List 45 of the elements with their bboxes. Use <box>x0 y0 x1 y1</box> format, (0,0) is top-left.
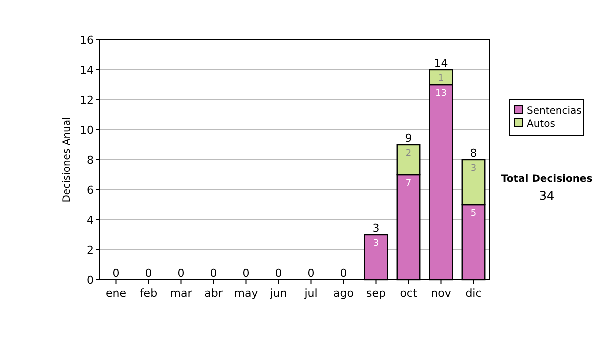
total-label: 3 <box>372 222 380 235</box>
total-label: 0 <box>178 267 185 280</box>
data-label: 13 <box>436 89 447 99</box>
total-label: 0 <box>308 267 315 280</box>
x-tick-label: dic <box>466 287 482 300</box>
y-axis-title: Decisiones Anual <box>62 117 73 203</box>
text: Total Decisiones <box>501 174 593 185</box>
y-tick-label: 6 <box>87 184 94 197</box>
x-tick-label: abr <box>204 287 224 300</box>
total-label: 0 <box>210 267 218 280</box>
data-label: 2 <box>406 149 412 159</box>
total-label: 8 <box>470 147 478 160</box>
total-label: 0 <box>145 267 152 280</box>
x-tick-label: feb <box>140 287 158 300</box>
total-label: 0 <box>242 267 250 280</box>
data-label: 3 <box>373 239 380 249</box>
y-tick-label: 0 <box>87 274 94 287</box>
y-tick-label: 14 <box>80 64 94 77</box>
x-tick-label: jun <box>269 287 288 300</box>
x-tick-label: ene <box>106 287 127 300</box>
y-tick-label: 2 <box>87 244 94 257</box>
total-label: 14 <box>434 57 448 70</box>
x-tick-label: mar <box>170 287 193 300</box>
y-tick-label: 8 <box>87 154 94 167</box>
y-tick-label: 4 <box>87 214 94 227</box>
total-label: 0 <box>275 267 282 280</box>
x-tick-label: ago <box>334 287 354 300</box>
x-tick-label: may <box>234 287 259 300</box>
x-tick-label: oct <box>400 287 418 300</box>
legend-label: Autos <box>527 119 556 130</box>
data-label: 5 <box>470 209 477 219</box>
data-label: 1 <box>438 74 444 84</box>
legend-label: Sentencias <box>527 106 582 117</box>
text: 34 <box>539 189 555 203</box>
total-label: 0 <box>112 267 120 280</box>
total-label: 9 <box>405 132 412 145</box>
y-tick-label: 12 <box>80 94 94 107</box>
x-tick-label: nov <box>431 287 452 300</box>
y-tick-label: 10 <box>80 124 94 137</box>
total-label: 0 <box>340 267 348 280</box>
x-tick-label: jul <box>304 287 318 300</box>
data-label: 7 <box>406 179 412 189</box>
x-tick-label: sep <box>366 287 386 300</box>
data-label: 3 <box>470 164 477 174</box>
y-tick-label: 16 <box>80 34 94 47</box>
